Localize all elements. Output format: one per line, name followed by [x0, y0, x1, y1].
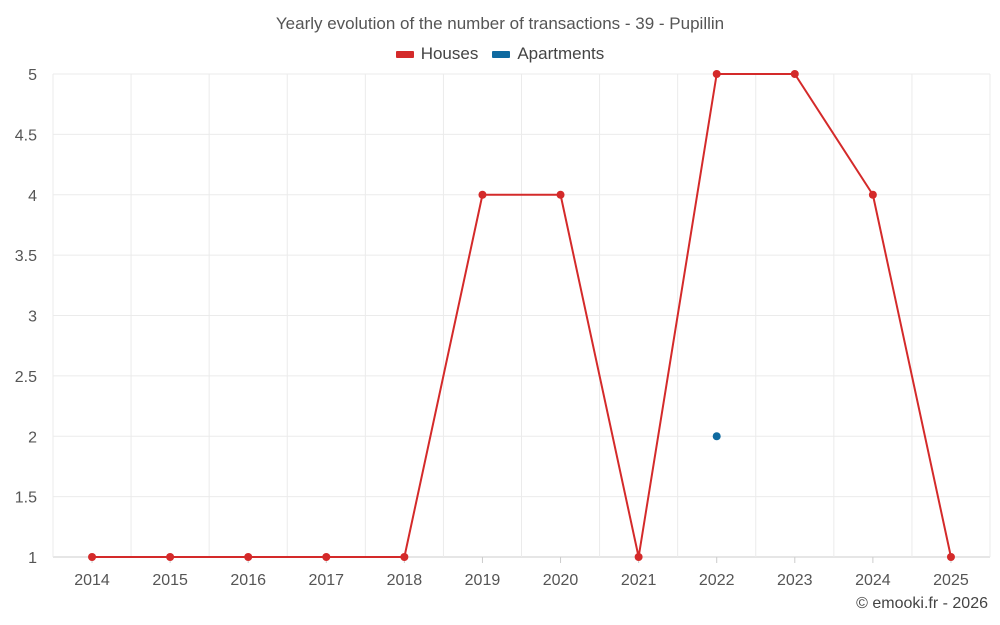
data-point-houses-2017 — [322, 553, 331, 561]
x-tick-label: 2017 — [308, 572, 344, 589]
x-tick-label: 2015 — [152, 572, 188, 589]
data-point-houses-2022 — [712, 70, 721, 78]
legend-swatch-apartments — [492, 50, 511, 58]
legend-swatch-houses — [395, 50, 414, 58]
y-tick-label: 5 — [28, 67, 37, 84]
y-tick-label: 4.5 — [15, 127, 37, 144]
x-tick-label: 2024 — [855, 572, 891, 589]
series-line-houses — [92, 73, 952, 558]
y-tick-label: 3.5 — [15, 248, 37, 265]
data-point-houses-2020 — [556, 190, 565, 199]
data-point-houses-2024 — [868, 190, 877, 199]
x-tick-label: 2023 — [777, 572, 813, 589]
y-tick-label: 2.5 — [15, 369, 37, 386]
chart-title: Yearly evolution of the number of transa… — [275, 14, 725, 33]
credit-text: © emooki.fr - 2026 — [856, 595, 988, 612]
x-tick-label: 2021 — [621, 572, 657, 589]
data-point-houses-2023 — [790, 70, 799, 78]
y-tick-label: 3 — [28, 309, 37, 326]
y-tick-label: 1 — [28, 550, 37, 567]
data-point-houses-2021 — [634, 553, 643, 561]
x-tick-label: 2016 — [230, 572, 266, 589]
legend-item-houses[interactable]: Houses — [395, 44, 479, 64]
x-tick-label: 2022 — [699, 572, 735, 589]
legend-label-apartments: Apartments — [517, 44, 605, 63]
data-point-houses-2025 — [946, 553, 955, 561]
data-point-houses-2019 — [478, 190, 487, 199]
x-tick-label: 2025 — [933, 572, 969, 589]
x-tick-label: 2020 — [543, 572, 579, 589]
y-tick-label: 1.5 — [15, 490, 37, 507]
y-tick-label: 4 — [28, 188, 37, 205]
x-tick-label: 2018 — [387, 572, 423, 589]
x-tick-label: 2019 — [465, 572, 501, 589]
legend-item-apartments[interactable]: Apartments — [492, 44, 604, 64]
x-tick-label: 2014 — [74, 572, 110, 589]
data-point-apartments-2022 — [712, 432, 721, 441]
legend-label-houses: Houses — [420, 44, 479, 63]
y-tick-label: 2 — [28, 429, 37, 446]
data-point-houses-2016 — [244, 553, 253, 561]
legend: Houses Apartments — [0, 44, 1000, 64]
data-point-houses-2018 — [400, 553, 409, 561]
data-point-houses-2014 — [88, 553, 97, 561]
data-point-houses-2015 — [166, 553, 175, 561]
